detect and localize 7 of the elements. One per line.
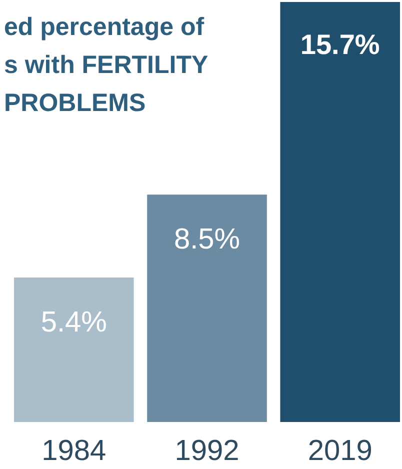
x-tick-label: 1984 (42, 435, 106, 467)
x-tick-label: 1992 (174, 435, 240, 467)
data-label: 5.4% (40, 306, 107, 339)
data-label: 15.7% (300, 29, 380, 60)
x-tick-label: 2019 (308, 435, 372, 467)
text: ed percentage of s with FERTILITY PROBLEMS (4, 13, 208, 117)
data-label: 8.5% (174, 224, 240, 256)
